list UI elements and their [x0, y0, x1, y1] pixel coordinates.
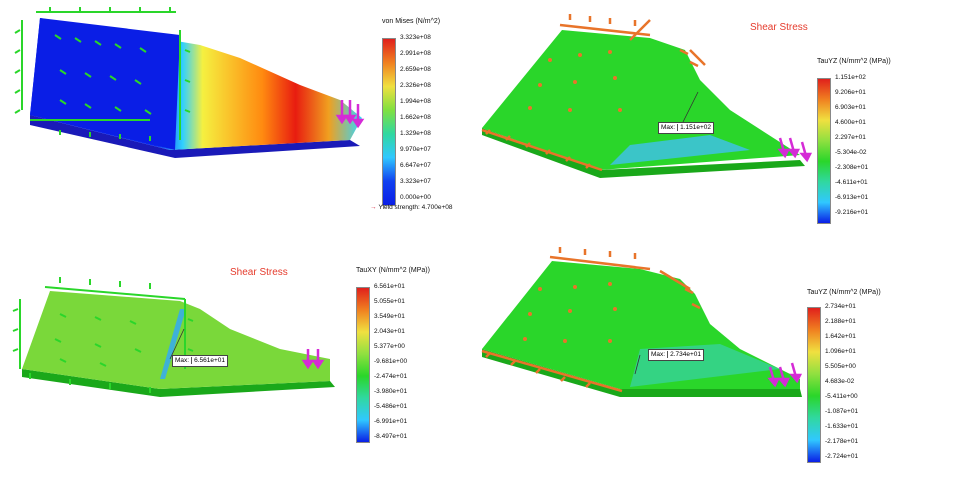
legend-tick: 4.600e+01 — [835, 119, 866, 126]
legend-tick: 6.903e+01 — [835, 104, 866, 111]
legend-tick: 1.662e+08 — [400, 114, 431, 121]
legend-tick: 2.188e+01 — [825, 318, 856, 325]
legend-title: von Mises (N/m^2) — [382, 18, 441, 25]
plate-top — [482, 261, 800, 389]
legend-tick: -5.304e-02 — [835, 149, 867, 156]
legend-tick: 9.970e+07 — [400, 146, 431, 153]
max-annotation: Max: 1.151e+02 — [658, 122, 715, 135]
legend-tick: 2.326e+08 — [400, 82, 431, 89]
plate-edge — [22, 369, 335, 397]
fixture-glyphs — [481, 247, 701, 393]
blue-region — [30, 18, 180, 150]
max-leader — [634, 354, 641, 375]
legend-tick: 1.642e+01 — [825, 333, 856, 340]
legend-tick: -9.681e+00 — [374, 358, 408, 365]
legend-tick: 2.734e+01 — [825, 303, 856, 310]
legend-tick: 1.994e+08 — [400, 98, 431, 105]
legend-tick: 5.055e+01 — [374, 298, 405, 305]
yield-arrow-icon: → — [370, 204, 377, 211]
legend-tick: 3.323e+08 — [400, 34, 431, 41]
blue-seam — [160, 309, 186, 379]
model-shear-tauyz-bottom — [481, 247, 803, 397]
legend-tick: 4.683e-02 — [825, 378, 855, 385]
legend-tick: 1.329e+08 — [400, 130, 431, 137]
max-annotation: Max: 2.734e+01 — [648, 349, 705, 362]
blue-band — [610, 135, 750, 165]
max-annotation: Max: 6.561e+01 — [172, 355, 229, 368]
legend-tick: 2.043e+01 — [374, 328, 405, 335]
panel-title: Shear Stress — [750, 22, 808, 33]
panel-von-mises: von Mises (N/m^2) 3.323e+08 2.991e+08 2.… — [0, 0, 480, 249]
legend-tick: -2.724e+01 — [825, 453, 859, 460]
panel-shear-tauyz-bottom: Max: 2.734e+01 TauYZ (N/mm^2 (MPa)) 2.734… — [480, 247, 960, 498]
legend-color-bar — [807, 307, 821, 463]
legend-tick: -9.216e+01 — [835, 209, 869, 216]
legend-title: TauYZ (N/mm^2 (MPa)) — [807, 289, 881, 296]
panel-shear-tauxy: Shear Stress Max: 6.561e+01 TauXY (N/mm^2… — [0, 249, 480, 498]
fixture-glyphs — [14, 7, 191, 141]
legend-tick: -6.991e+01 — [374, 418, 408, 425]
model-shear-tauyz-top — [481, 14, 813, 178]
panel-title: Shear Stress — [230, 267, 288, 278]
load-arrows — [301, 349, 325, 370]
plate-edge — [482, 128, 805, 178]
legend-tick: 2.659e+08 — [400, 66, 431, 73]
legend-tick: 9.206e+01 — [835, 89, 866, 96]
plate-top — [482, 30, 800, 170]
yield-strength-label: → Yield strength: 4.700e+08 — [370, 204, 453, 211]
load-arrows — [335, 100, 365, 129]
legend-tick: 3.549e+01 — [374, 313, 405, 320]
plate-edge — [30, 115, 360, 158]
fixture-glyphs — [481, 14, 706, 172]
legend-tick: 2.991e+08 — [400, 50, 431, 57]
legend-tick: 5.505e+00 — [825, 363, 856, 370]
load-arrows — [767, 362, 803, 388]
legend-color-bar — [356, 287, 370, 443]
legend-tick: 2.297e+01 — [835, 134, 866, 141]
legend-tick: 5.377e+00 — [374, 343, 405, 350]
legend-tick: 0.000e+00 — [400, 194, 431, 201]
legend-title: TauXY (N/mm^2 (MPa)) — [356, 267, 430, 274]
legend-tick: 1.151e+02 — [835, 74, 866, 81]
load-arrows — [777, 137, 813, 163]
legend-tick: -2.178e+01 — [825, 438, 859, 445]
panel-shear-tauyz-top: Shear Stress Max: 1.151e+02 TauYZ (N/mm^2… — [480, 0, 960, 249]
legend-tick: -2.474e+01 — [374, 373, 408, 380]
fixture-dots — [528, 50, 622, 112]
legend-color-bar — [382, 38, 396, 206]
legend-color-bar — [817, 78, 831, 224]
legend-tick: -6.913e+01 — [835, 194, 869, 201]
legend-tick: 3.323e+07 — [400, 178, 431, 185]
legend-tick: -5.411e+00 — [825, 393, 858, 400]
legend-title: TauYZ (N/mm^2 (MPa)) — [817, 58, 891, 65]
legend-tick: -1.087e+01 — [825, 408, 859, 415]
legend-tick: -5.486e+01 — [374, 403, 408, 410]
model-von-mises — [14, 7, 365, 158]
legend-tick: -3.980e+01 — [374, 388, 408, 395]
legend-tick: -1.633e+01 — [825, 423, 859, 430]
fixture-dots — [523, 282, 617, 343]
legend-tick: 1.096e+01 — [825, 348, 856, 355]
legend-tick: -4.611e+01 — [835, 179, 868, 186]
model-shear-tauxy — [12, 277, 335, 397]
legend-tick: -2.308e+01 — [835, 164, 869, 171]
legend-tick: -8.497e+01 — [374, 433, 408, 440]
plate-edge — [482, 349, 802, 397]
legend-tick: 6.561e+01 — [374, 283, 405, 290]
max-leader — [169, 328, 185, 360]
legend-tick: 6.647e+07 — [400, 162, 431, 169]
